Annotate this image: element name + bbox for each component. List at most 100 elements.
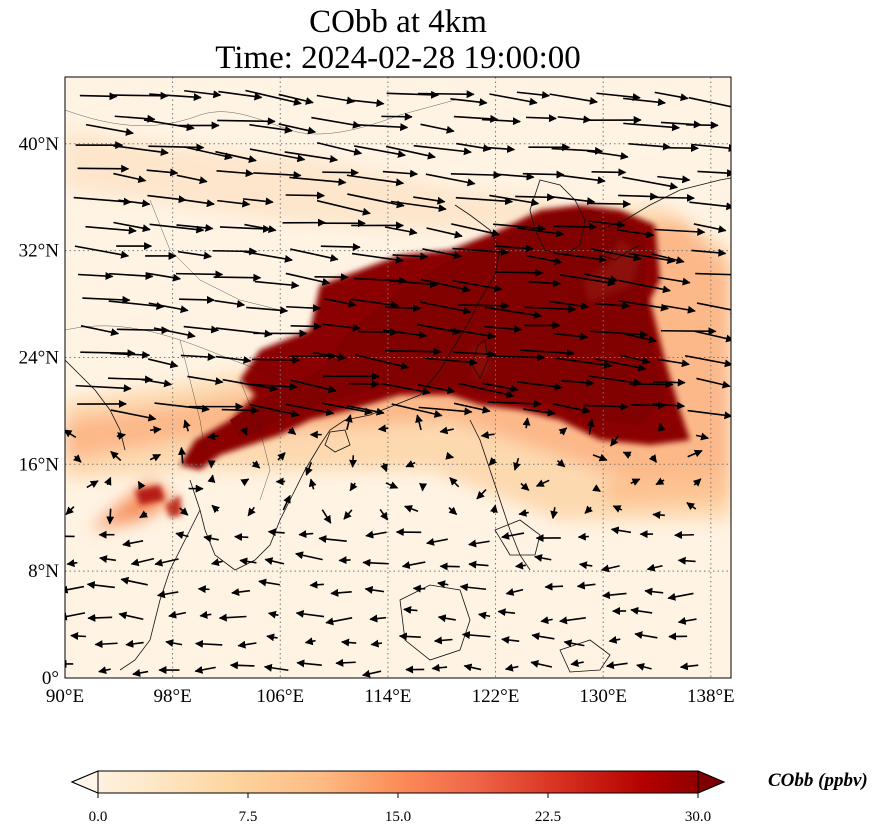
- wind-vector: [587, 150, 629, 160]
- wind-vector: [347, 193, 405, 209]
- wind-vector: [150, 425, 162, 434]
- wind-vector: [519, 348, 575, 357]
- wind-vector: [482, 382, 519, 393]
- wind-vector: [130, 557, 155, 567]
- lat-tick-label: 24°N: [19, 347, 60, 368]
- wind-vector: [141, 378, 173, 388]
- wind-vector: [555, 357, 613, 369]
- wind-vector: [203, 534, 219, 543]
- wind-vector: [420, 278, 471, 293]
- wind-vector: [370, 639, 382, 648]
- wind-vector: [696, 302, 731, 314]
- wind-vector: [657, 276, 691, 286]
- wind-vector: [175, 531, 189, 540]
- wind-vector: [385, 145, 436, 160]
- wind-vector: [556, 459, 566, 468]
- wind-vector: [686, 121, 719, 130]
- wind-vector: [535, 479, 550, 487]
- wind-vector: [589, 330, 649, 339]
- wind-vector: [253, 171, 302, 180]
- wind-vector: [118, 199, 151, 208]
- wind-vector: [628, 142, 671, 151]
- wind-vector: [688, 96, 731, 108]
- wind-vector: [448, 506, 458, 516]
- wind-vector: [652, 401, 686, 410]
- lat-tick-label: 0°: [42, 668, 59, 689]
- wind-vector: [384, 226, 418, 236]
- wind-vector: [420, 123, 455, 134]
- wind-vector: [316, 141, 363, 156]
- wind-vector: [691, 248, 727, 257]
- wind-vector: [661, 304, 696, 314]
- wind-vector: [522, 417, 531, 429]
- wind-vector: [452, 279, 503, 293]
- wind-vector: [143, 119, 195, 132]
- wind-vector: [610, 526, 632, 535]
- wind-vector: [540, 616, 553, 625]
- wind-vector: [154, 402, 210, 413]
- wind-vector: [285, 191, 326, 200]
- wind-vector: [563, 639, 585, 648]
- wind-vector: [108, 300, 165, 311]
- wind-vector: [346, 405, 385, 416]
- wind-vector: [523, 408, 556, 417]
- wind-vector: [630, 478, 641, 486]
- wind-vector: [622, 176, 679, 191]
- wind-vector: [247, 506, 256, 517]
- wind-vector: [320, 243, 361, 252]
- concentration-field: [65, 77, 731, 678]
- wind-vector: [405, 460, 416, 468]
- wind-vector: [493, 353, 546, 362]
- wind-vector: [445, 451, 455, 460]
- wind-vector: [98, 666, 111, 675]
- wind-vector: [73, 196, 132, 206]
- wind-vector: [99, 555, 116, 563]
- wind-vector: [616, 228, 655, 239]
- wind-vector: [341, 638, 357, 647]
- wind-vector: [504, 663, 519, 672]
- lon-tick-label: 122°E: [472, 686, 520, 707]
- wind-vector: [179, 295, 215, 304]
- wind-vector: [219, 224, 272, 233]
- wind-vector: [250, 382, 298, 391]
- wind-vector: [528, 279, 562, 288]
- wind-vector: [122, 539, 144, 548]
- wind-vector: [215, 150, 257, 163]
- wind-vector: [636, 663, 652, 671]
- wind-vector: [590, 199, 632, 208]
- wind-vector: [318, 535, 347, 544]
- wind-vector: [348, 380, 380, 389]
- wind-vector: [286, 304, 322, 313]
- colorbar-extend-min: [70, 770, 99, 794]
- lon-tick-label: 114°E: [364, 686, 411, 707]
- colorbar-title: CObb (ppbv): [768, 770, 868, 791]
- wind-vector: [243, 250, 293, 263]
- wind-vector: [398, 632, 421, 641]
- wind-vector: [244, 223, 277, 233]
- wind-vector: [70, 632, 87, 641]
- wind-vector: [654, 227, 706, 236]
- wind-vector: [106, 508, 115, 525]
- wind-vector: [494, 244, 534, 253]
- wind-vector: [148, 143, 205, 152]
- wind-vector: [351, 252, 404, 264]
- map-title-line2: Time: 2024-02-28 19:00:00: [215, 40, 581, 76]
- wind-vector: [207, 432, 219, 441]
- wind-vector: [85, 225, 137, 235]
- wind-vector: [501, 636, 520, 645]
- wind-vector: [416, 323, 461, 336]
- wind-vector: [118, 611, 144, 621]
- wind-vector: [353, 145, 406, 158]
- wind-vector: [79, 92, 118, 101]
- wind-vector: [426, 227, 463, 239]
- wind-vector: [282, 494, 291, 511]
- wind-vector: [623, 97, 666, 107]
- wind-vector: [277, 452, 286, 461]
- wind-vector: [610, 435, 619, 447]
- wind-vector: [552, 332, 589, 341]
- wind-vector: [80, 325, 120, 337]
- wind-vector: [154, 558, 179, 567]
- wind-vector: [667, 592, 694, 601]
- wind-vector: [251, 460, 261, 469]
- lon-tick-label: 106°E: [256, 686, 304, 707]
